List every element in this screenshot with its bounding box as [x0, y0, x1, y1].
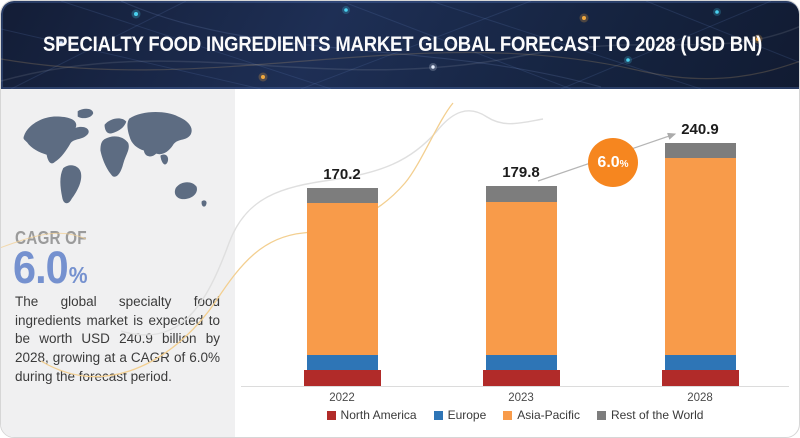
badge-percent-sign: % — [619, 158, 629, 170]
legend-label: Rest of the World — [610, 408, 704, 422]
legend-swatch-na — [326, 410, 336, 420]
legend-label: Europe — [447, 408, 487, 422]
bar-segment-ap — [664, 158, 736, 355]
bar-total-label: 240.9 — [681, 121, 719, 138]
chart-legend: North America Europe Asia-Pacific Rest of t… — [237, 408, 793, 422]
legend-label: North America — [340, 408, 417, 422]
bar-segment-row — [664, 143, 736, 158]
bar-segment-na — [303, 370, 381, 386]
bar-segment-row — [306, 188, 378, 203]
cagr-badge: 6.0% — [588, 138, 638, 187]
x-axis-label: 2028 — [687, 392, 713, 404]
legend-swatch-ap — [503, 410, 513, 420]
legend-item: Europe — [433, 408, 487, 422]
bar-segment-ap — [306, 203, 378, 355]
bar-segment-ap — [485, 202, 557, 355]
header-network-graphic — [1, 1, 799, 89]
legend-swatch-row — [596, 410, 606, 420]
bar-total-label: 170.2 — [323, 166, 361, 183]
bar-total-label: 179.8 — [502, 164, 540, 181]
bar-segment-na — [661, 370, 739, 386]
legend-item: Rest of the World — [596, 408, 704, 422]
legend-label: Asia-Pacific — [517, 408, 580, 422]
x-axis-label: 2022 — [329, 392, 355, 404]
bar-segment-row — [485, 186, 557, 202]
legend-swatch-eu — [433, 410, 443, 420]
bar-segment-eu — [664, 355, 736, 370]
bar-segment-na — [482, 370, 560, 386]
page-title: SPECIALTY FOOD INGREDIENTS MARKET GLOBAL… — [43, 33, 763, 56]
legend-item: North America — [326, 408, 417, 422]
x-axis-label: 2023 — [508, 392, 534, 404]
legend-item: Asia-Pacific — [503, 408, 580, 422]
badge-value: 6.0 — [597, 153, 620, 171]
x-axis-line — [241, 386, 789, 387]
header-banner: SPECIALTY FOOD INGREDIENTS MARKET GLOBAL… — [1, 1, 799, 89]
bar-segment-eu — [485, 355, 557, 370]
bar-segment-eu — [306, 355, 378, 370]
